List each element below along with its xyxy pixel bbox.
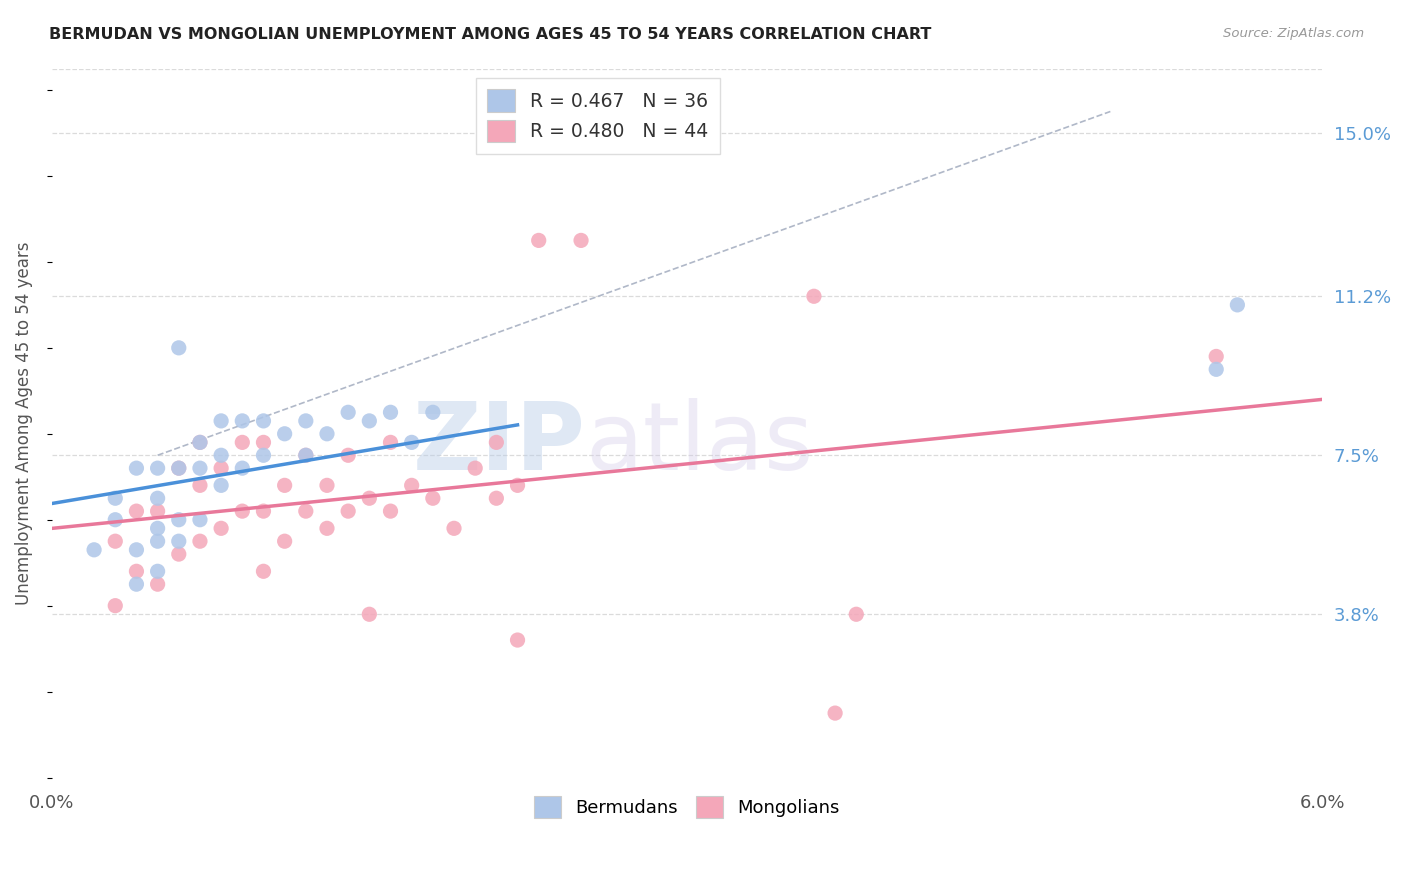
Point bbox=[359, 414, 381, 428]
Point bbox=[485, 491, 508, 506]
Point bbox=[401, 478, 423, 492]
Point bbox=[188, 435, 211, 450]
Point bbox=[422, 491, 444, 506]
Point bbox=[104, 534, 127, 549]
Point bbox=[252, 448, 274, 462]
Point bbox=[209, 461, 232, 475]
Point bbox=[231, 504, 253, 518]
Point bbox=[252, 414, 274, 428]
Point bbox=[506, 478, 529, 492]
Point bbox=[380, 504, 402, 518]
Point bbox=[273, 534, 295, 549]
Text: Source: ZipAtlas.com: Source: ZipAtlas.com bbox=[1223, 27, 1364, 40]
Point bbox=[83, 542, 105, 557]
Point bbox=[252, 564, 274, 578]
Point bbox=[295, 448, 318, 462]
Point bbox=[188, 478, 211, 492]
Point bbox=[316, 426, 339, 441]
Point bbox=[380, 405, 402, 419]
Point bbox=[231, 461, 253, 475]
Point bbox=[167, 547, 190, 561]
Point bbox=[252, 435, 274, 450]
Point bbox=[167, 341, 190, 355]
Point bbox=[359, 491, 381, 506]
Text: BERMUDAN VS MONGOLIAN UNEMPLOYMENT AMONG AGES 45 TO 54 YEARS CORRELATION CHART: BERMUDAN VS MONGOLIAN UNEMPLOYMENT AMONG… bbox=[49, 27, 932, 42]
Point bbox=[209, 414, 232, 428]
Point bbox=[209, 448, 232, 462]
Point bbox=[188, 461, 211, 475]
Point bbox=[803, 289, 825, 303]
Point bbox=[146, 504, 169, 518]
Point bbox=[422, 405, 444, 419]
Point bbox=[273, 426, 295, 441]
Point bbox=[337, 405, 360, 419]
Point bbox=[464, 461, 486, 475]
Point bbox=[527, 234, 550, 248]
Legend: Bermudans, Mongolians: Bermudans, Mongolians bbox=[527, 789, 848, 825]
Point bbox=[188, 513, 211, 527]
Point bbox=[167, 461, 190, 475]
Point bbox=[316, 521, 339, 535]
Point bbox=[167, 534, 190, 549]
Point bbox=[167, 513, 190, 527]
Point bbox=[188, 534, 211, 549]
Point bbox=[1226, 298, 1249, 312]
Point bbox=[252, 504, 274, 518]
Point bbox=[380, 435, 402, 450]
Point bbox=[104, 491, 127, 506]
Point bbox=[125, 542, 148, 557]
Point bbox=[824, 706, 846, 720]
Point bbox=[1205, 362, 1227, 376]
Point bbox=[104, 513, 127, 527]
Point bbox=[401, 435, 423, 450]
Point bbox=[146, 491, 169, 506]
Point bbox=[295, 504, 318, 518]
Point bbox=[146, 564, 169, 578]
Point bbox=[295, 448, 318, 462]
Point bbox=[337, 448, 360, 462]
Point bbox=[845, 607, 868, 622]
Point bbox=[295, 414, 318, 428]
Point bbox=[231, 435, 253, 450]
Point bbox=[209, 521, 232, 535]
Point bbox=[146, 577, 169, 591]
Point bbox=[359, 607, 381, 622]
Point bbox=[146, 534, 169, 549]
Point bbox=[443, 521, 465, 535]
Point bbox=[125, 564, 148, 578]
Point bbox=[337, 504, 360, 518]
Point bbox=[125, 461, 148, 475]
Point bbox=[125, 504, 148, 518]
Point bbox=[485, 435, 508, 450]
Point bbox=[1205, 350, 1227, 364]
Point bbox=[273, 478, 295, 492]
Point bbox=[104, 599, 127, 613]
Text: atlas: atlas bbox=[585, 399, 814, 491]
Point bbox=[569, 234, 592, 248]
Y-axis label: Unemployment Among Ages 45 to 54 years: Unemployment Among Ages 45 to 54 years bbox=[15, 242, 32, 605]
Text: ZIP: ZIP bbox=[412, 399, 585, 491]
Point bbox=[506, 633, 529, 648]
Point bbox=[146, 521, 169, 535]
Point bbox=[125, 577, 148, 591]
Point bbox=[167, 461, 190, 475]
Point bbox=[231, 414, 253, 428]
Point bbox=[316, 478, 339, 492]
Point bbox=[209, 478, 232, 492]
Point bbox=[146, 461, 169, 475]
Point bbox=[188, 435, 211, 450]
